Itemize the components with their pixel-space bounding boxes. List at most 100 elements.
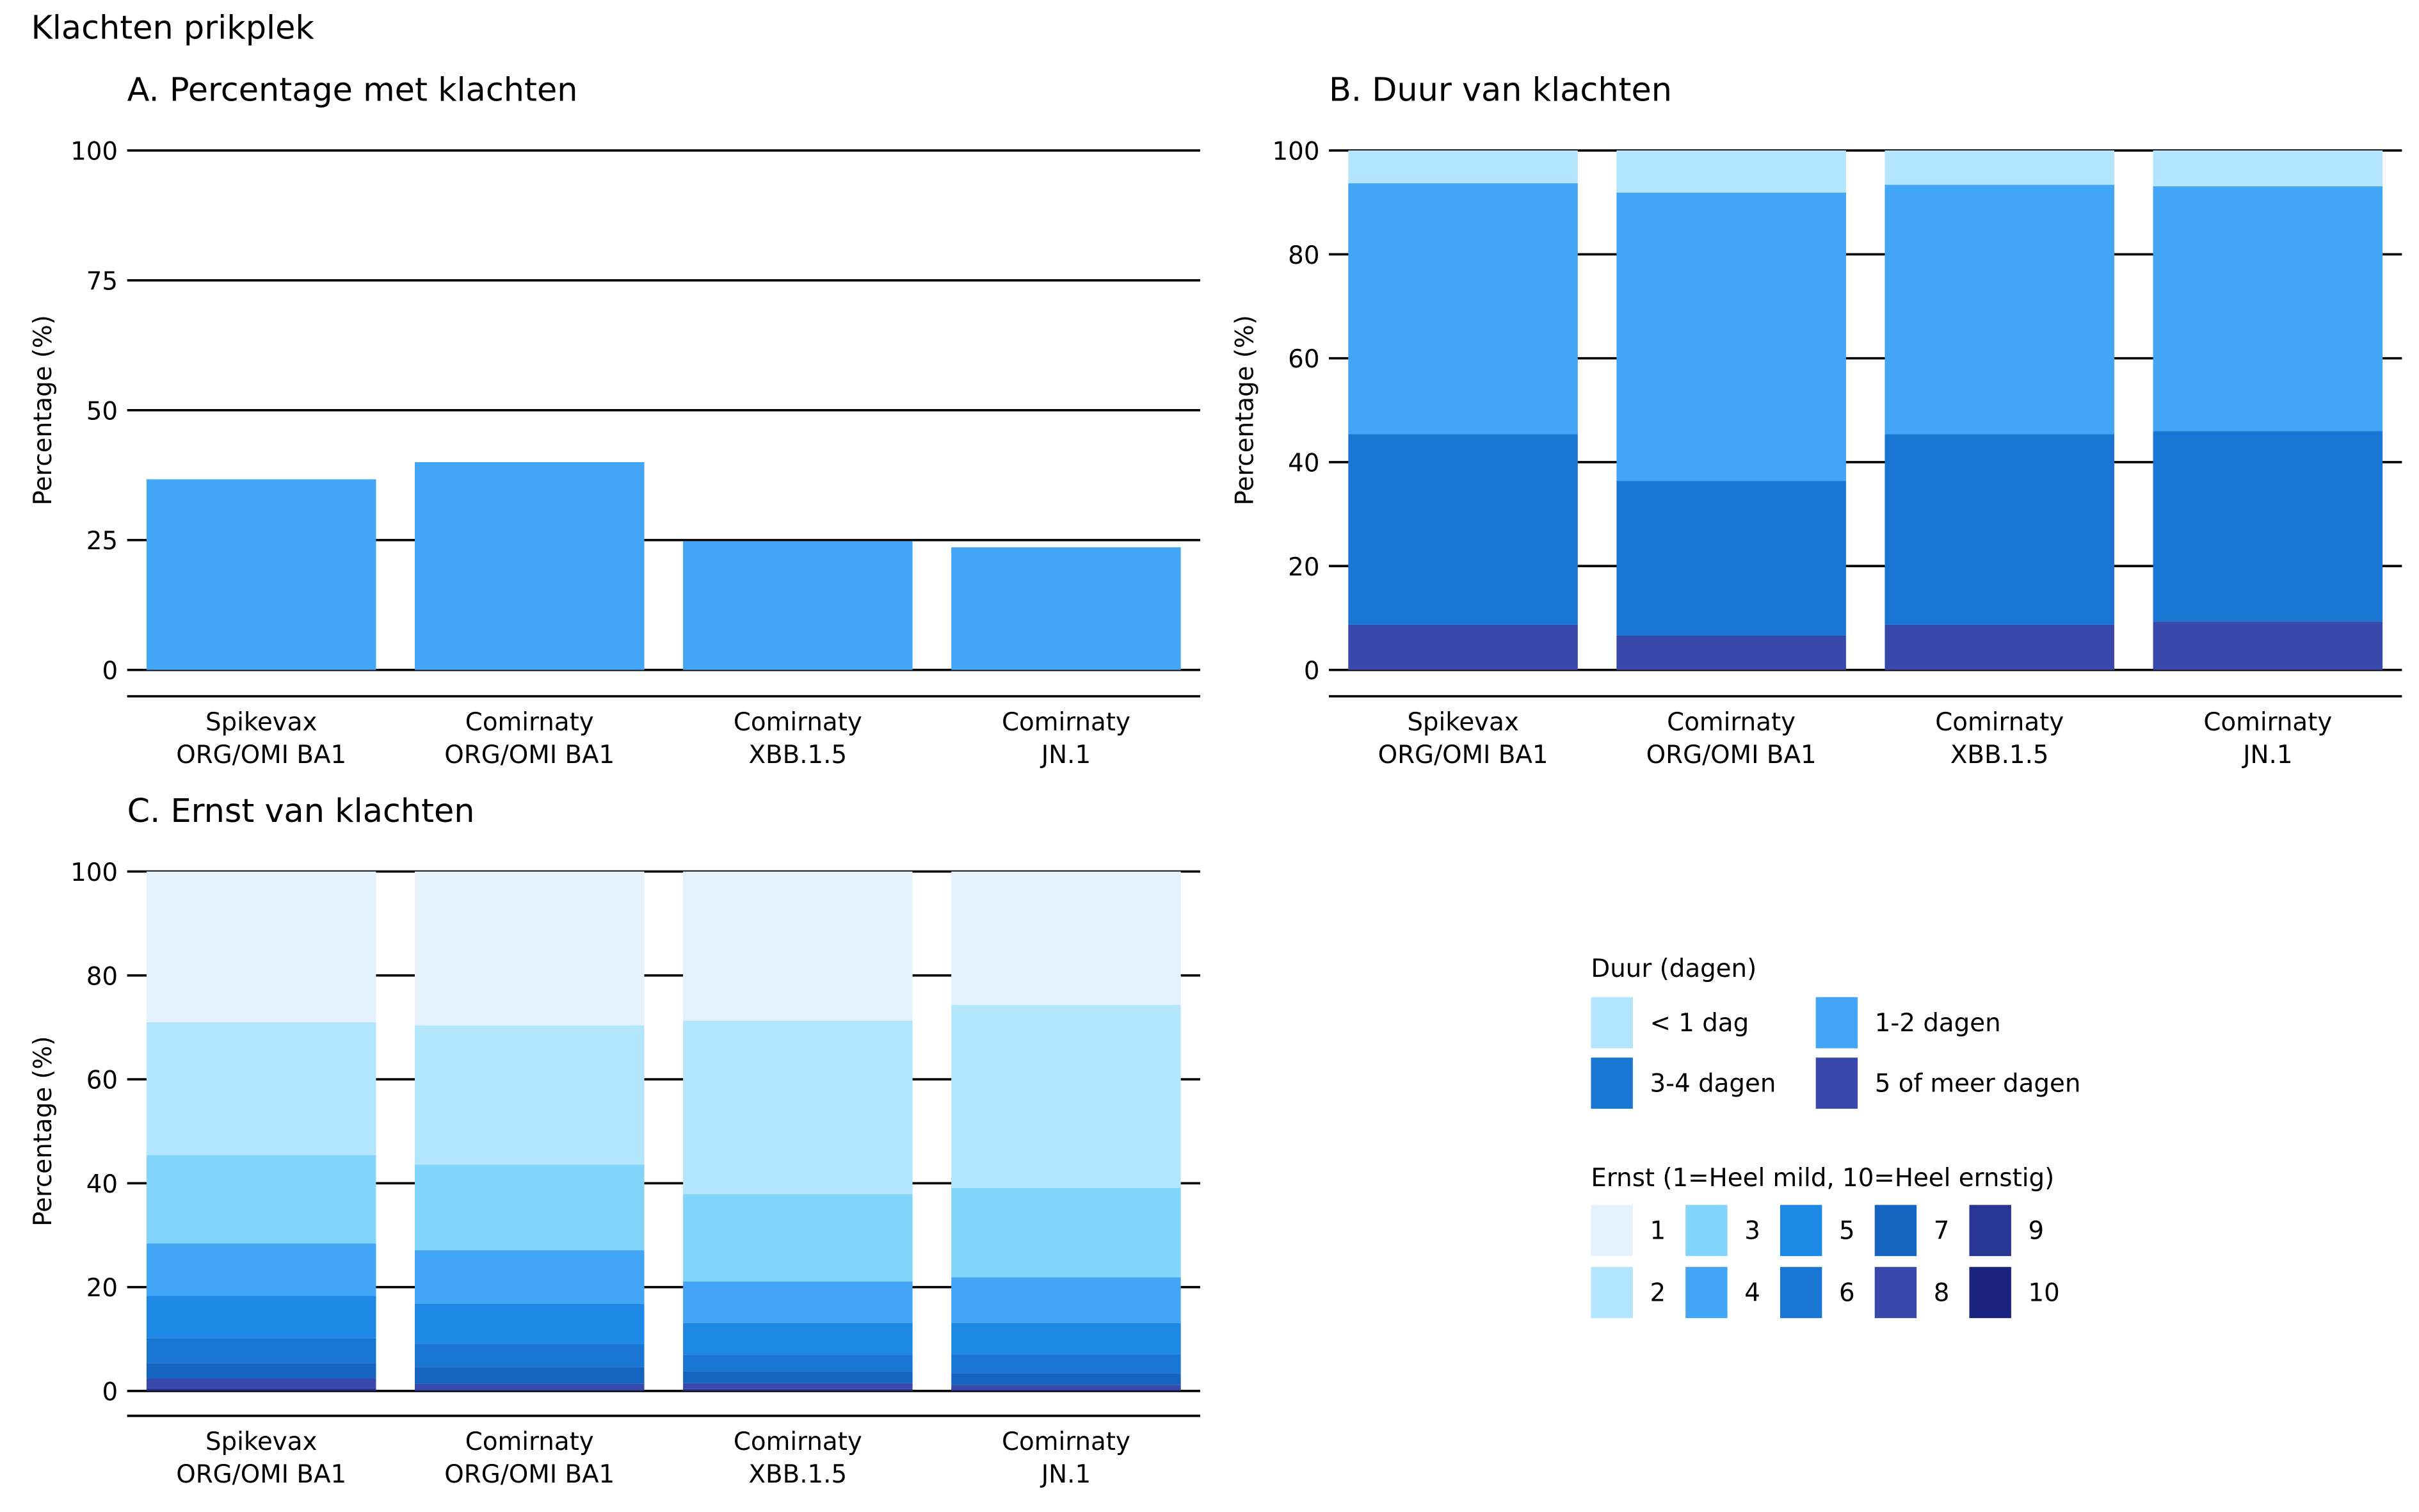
bar-segment-1 bbox=[146, 871, 376, 1022]
panel-a: A. Percentage met klachten 0 25 50 75 100 Perc… bbox=[29, 71, 1200, 769]
x-tick-label: JN.1 bbox=[2242, 741, 2292, 769]
legend-swatch bbox=[1969, 1205, 2011, 1257]
bar-segment-3-4-dagen bbox=[2153, 431, 2383, 622]
panel-title: B. Duur van klachten bbox=[1329, 71, 1672, 109]
bar-segment-5-of-meer-dagen bbox=[1348, 624, 1578, 670]
x-tick-label: ORG/OMI BA1 bbox=[444, 741, 615, 769]
bar bbox=[683, 541, 913, 670]
legend-swatch bbox=[1780, 1205, 1822, 1257]
x-tick-label: XBB.1.5 bbox=[749, 1460, 848, 1489]
legend-label: 10 bbox=[2029, 1278, 2060, 1307]
bar-segment-7 bbox=[146, 1363, 376, 1379]
bar-segment-5-of-meer-dagen bbox=[1616, 635, 1846, 670]
x-tick-label: Comirnaty bbox=[734, 1428, 862, 1456]
legend-swatch bbox=[1591, 1058, 1633, 1109]
x-tick-label: ORG/OMI BA1 bbox=[1378, 741, 1548, 769]
legend-label: 5 of meer dagen bbox=[1875, 1069, 2081, 1098]
bar-segment-2 bbox=[951, 1005, 1181, 1188]
y-tick-label: 75 bbox=[86, 267, 118, 296]
x-tick-label: Comirnaty bbox=[1667, 708, 1796, 737]
x-tick-label: Comirnaty bbox=[1002, 708, 1130, 737]
bar-segment--1-dag bbox=[1348, 150, 1578, 184]
legend-label: 7 bbox=[1934, 1217, 1950, 1246]
bar-segment-3 bbox=[146, 1155, 376, 1244]
x-tick-label: Comirnaty bbox=[2203, 708, 2332, 737]
x-tick-label: Spikevax bbox=[205, 708, 317, 737]
bar-segment-3 bbox=[415, 1164, 645, 1251]
legend: Duur (dagen) < 1 dag 1-2 dagen 3-4 dagen 5 o… bbox=[1591, 954, 2081, 1319]
bar-segment-1 bbox=[415, 871, 645, 1025]
y-tick-label: 20 bbox=[1288, 553, 1319, 582]
bar-segment-3-4-dagen bbox=[1885, 434, 2114, 625]
bar-segment--1-dag bbox=[1616, 150, 1846, 193]
bar-segment-10 bbox=[683, 1390, 913, 1391]
bar-segment-5 bbox=[415, 1303, 645, 1344]
y-tick-label: 60 bbox=[1288, 345, 1319, 374]
y-tick-label: 100 bbox=[1273, 138, 1320, 166]
bar-segment-1-2-dagen bbox=[1885, 184, 2114, 435]
legend-label: < 1 dag bbox=[1650, 1009, 1749, 1038]
bar-segment-5 bbox=[146, 1296, 376, 1339]
legend-title-duur: Duur (dagen) bbox=[1591, 954, 1756, 983]
x-tick-label: XBB.1.5 bbox=[1950, 741, 2049, 769]
bar-segment-6 bbox=[683, 1355, 913, 1372]
y-axis-label: Percentage (%) bbox=[29, 1036, 58, 1226]
bar-segment-4 bbox=[951, 1277, 1181, 1323]
bar-segment-10 bbox=[146, 1390, 376, 1391]
bar-segment-9 bbox=[951, 1389, 1181, 1391]
bar-segment-5-of-meer-dagen bbox=[1885, 624, 2114, 670]
panel-title: C. Ernst van klachten bbox=[127, 792, 475, 830]
legend-label: 9 bbox=[2029, 1217, 2045, 1246]
bar-segment-4 bbox=[146, 1243, 376, 1296]
legend-swatch bbox=[1685, 1205, 1728, 1257]
y-tick-label: 40 bbox=[86, 1170, 118, 1199]
legend-label: 1-2 dagen bbox=[1875, 1009, 2001, 1038]
bar-segment-2 bbox=[683, 1020, 913, 1194]
bar-segment-8 bbox=[683, 1383, 913, 1389]
legend-swatch bbox=[1874, 1205, 1917, 1257]
bar-segment-2 bbox=[415, 1025, 645, 1165]
bar-segment-3 bbox=[951, 1187, 1181, 1278]
legend-swatch bbox=[1874, 1267, 1917, 1319]
x-tick-label: Comirnaty bbox=[1935, 708, 2064, 737]
legend-label: 6 bbox=[1839, 1278, 1855, 1307]
bar-segment-10 bbox=[951, 1390, 1181, 1391]
legend-swatch bbox=[1780, 1267, 1822, 1319]
x-tick-label: ORG/OMI BA1 bbox=[1646, 741, 1817, 769]
y-tick-label: 40 bbox=[1288, 449, 1319, 478]
y-tick-label: 80 bbox=[1288, 241, 1319, 270]
y-axis-label: Percentage (%) bbox=[1230, 315, 1259, 505]
legend-swatch bbox=[1815, 1058, 1858, 1109]
x-tick-label: JN.1 bbox=[1040, 1460, 1091, 1489]
legend-swatch bbox=[1969, 1267, 2011, 1319]
bar-segment-4 bbox=[683, 1281, 913, 1323]
panel-c: C. Ernst van klachten 0 20 40 60 80 100 Percent… bbox=[29, 792, 1200, 1489]
bar-segment-5 bbox=[683, 1323, 913, 1355]
bar-segment-3-4-dagen bbox=[1616, 481, 1846, 636]
y-tick-label: 80 bbox=[86, 962, 118, 991]
bar-segment-5-of-meer-dagen bbox=[2153, 622, 2383, 670]
legend-swatch bbox=[1591, 1205, 1633, 1257]
legend-swatch bbox=[1815, 997, 1858, 1049]
bar-segment-3 bbox=[683, 1194, 913, 1282]
x-tick-label: Spikevax bbox=[1407, 708, 1518, 737]
bar bbox=[146, 479, 376, 670]
legend-swatch bbox=[1685, 1267, 1728, 1319]
bar-segment-5 bbox=[951, 1323, 1181, 1355]
figure-title: Klachten prikplek bbox=[31, 9, 314, 47]
y-tick-label: 0 bbox=[102, 1378, 118, 1407]
legend-label: 5 bbox=[1839, 1217, 1855, 1246]
bar-segment-7 bbox=[415, 1367, 645, 1384]
bar bbox=[415, 462, 645, 670]
bar-segment-8 bbox=[951, 1385, 1181, 1390]
bar-segment-4 bbox=[415, 1250, 645, 1304]
x-tick-label: ORG/OMI BA1 bbox=[176, 741, 346, 769]
x-tick-label: ORG/OMI BA1 bbox=[176, 1460, 346, 1489]
bar-segment-6 bbox=[415, 1344, 645, 1367]
legend-label: 1 bbox=[1650, 1217, 1666, 1246]
bar-segment-8 bbox=[146, 1378, 376, 1388]
x-tick-label: Spikevax bbox=[205, 1428, 317, 1456]
bar-segment-1-2-dagen bbox=[1348, 183, 1578, 435]
legend-label: 3-4 dagen bbox=[1650, 1069, 1776, 1098]
